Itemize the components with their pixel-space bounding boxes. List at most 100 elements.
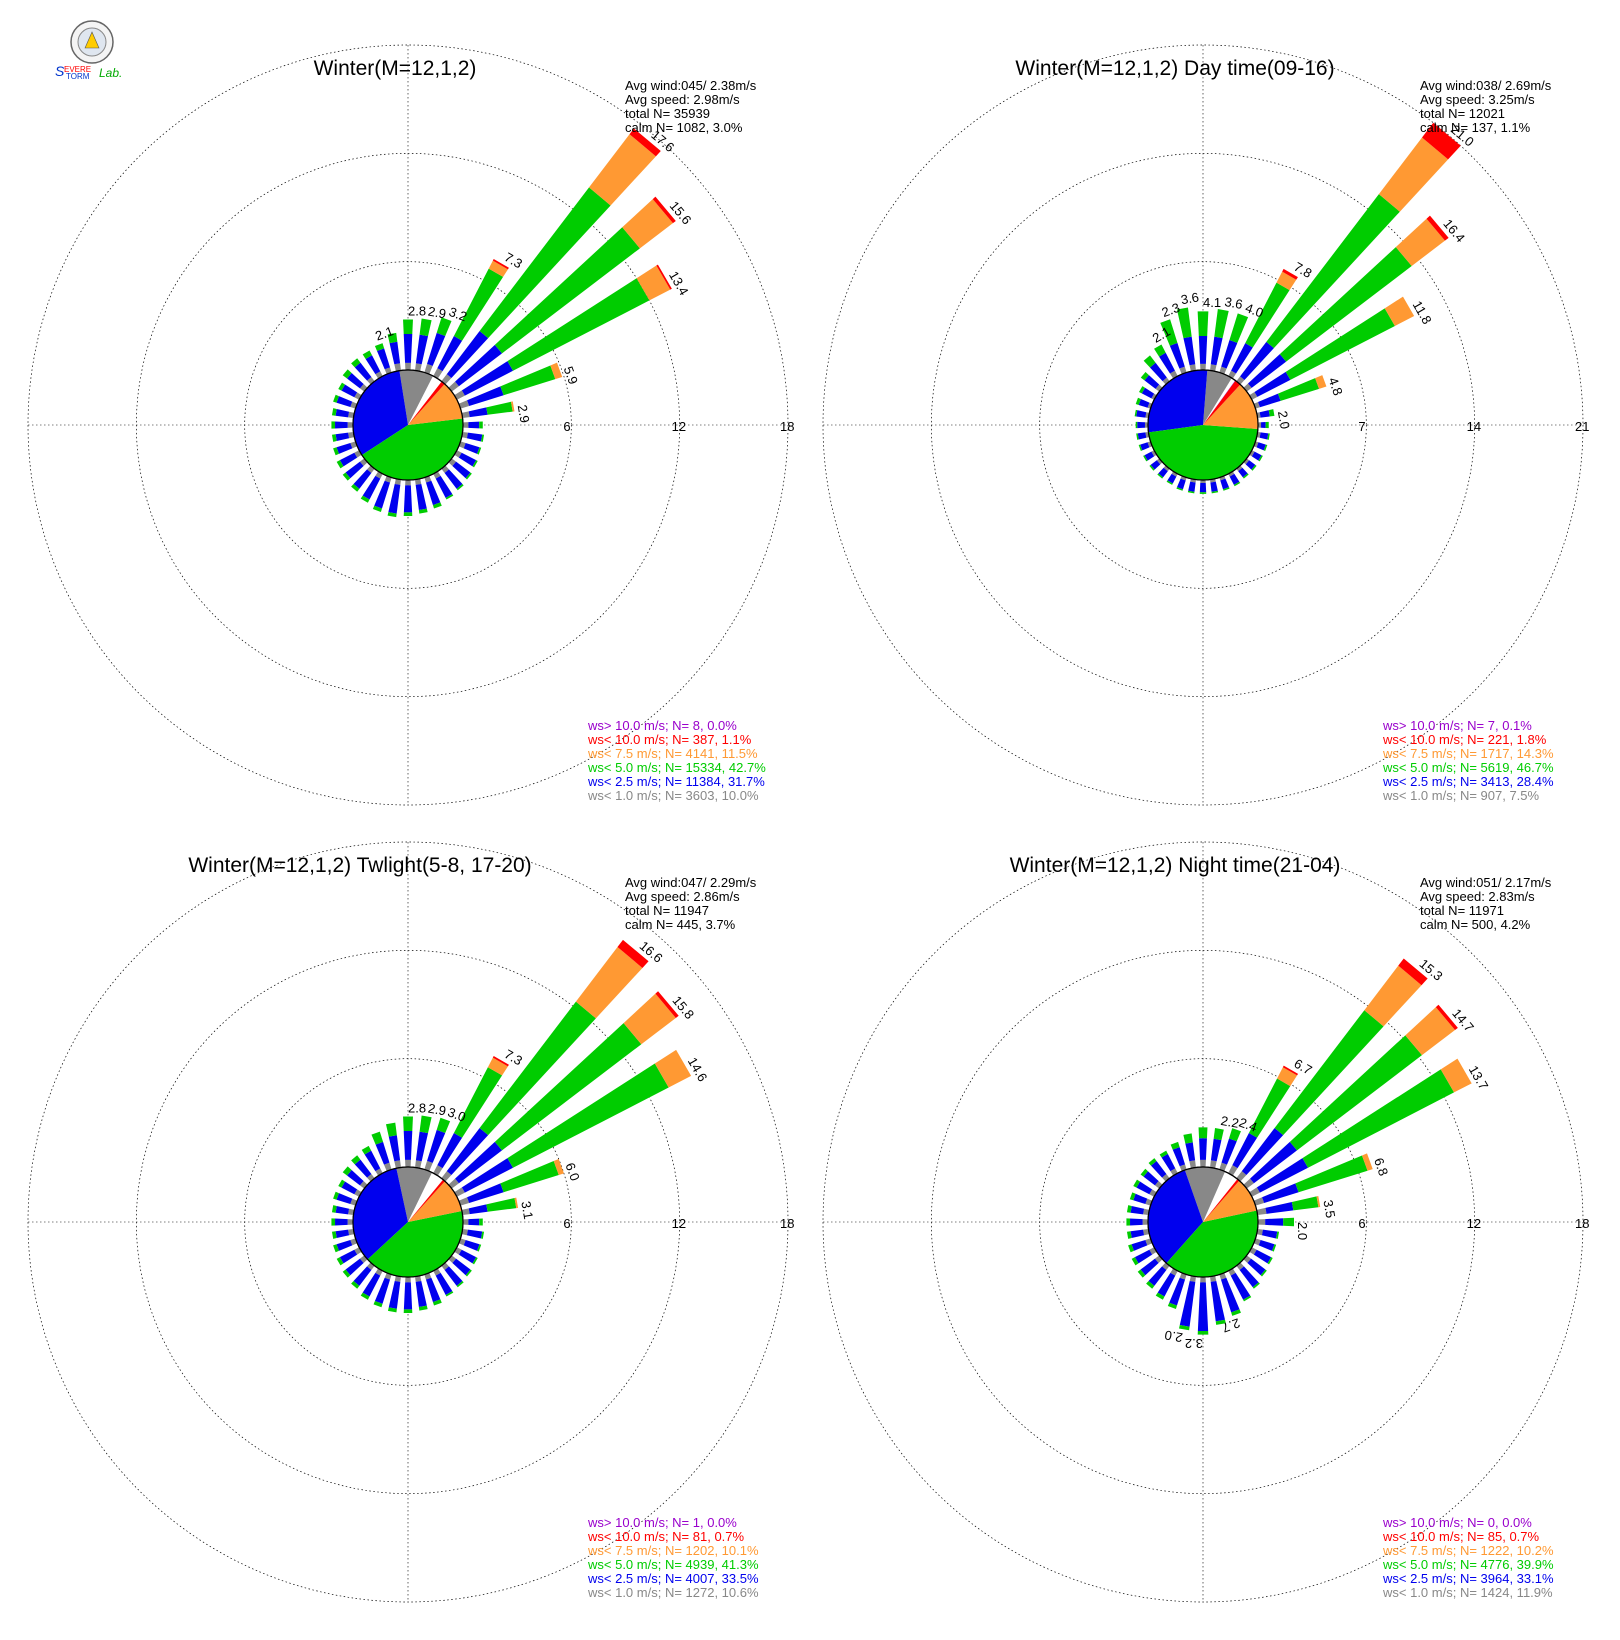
svg-text:Lab.: Lab. bbox=[99, 66, 122, 80]
bar-segment bbox=[351, 483, 360, 492]
bar-segment bbox=[394, 478, 402, 485]
bar-segment bbox=[1150, 460, 1161, 470]
bar-segment bbox=[1302, 1069, 1455, 1168]
stats-line: total N= 11947 bbox=[625, 903, 709, 918]
bar-segment bbox=[335, 1218, 348, 1226]
bar-segment bbox=[1136, 410, 1147, 418]
bar-segment bbox=[347, 1219, 354, 1225]
panel-title: Winter(M=12,1,2) Twlight(5-8, 17-20) bbox=[188, 854, 531, 877]
legend-entry: ws< 7.5 m/s; N= 1717, 14.3% bbox=[1382, 746, 1554, 761]
pie-slice bbox=[1148, 425, 1258, 480]
bar-segment bbox=[1209, 1275, 1217, 1282]
bar-segment bbox=[1126, 1205, 1132, 1213]
bar-segment bbox=[1265, 421, 1269, 429]
bar-segment bbox=[1137, 432, 1147, 440]
bar-segment bbox=[461, 411, 470, 419]
bar-segment bbox=[394, 1275, 402, 1282]
stats-line: total N= 11971 bbox=[1420, 903, 1504, 918]
bar-percent-label: 6.0 bbox=[562, 1161, 582, 1183]
bar-segment bbox=[1179, 1280, 1196, 1327]
bar-segment bbox=[371, 1131, 384, 1145]
bar-segment bbox=[1197, 1282, 1209, 1332]
bar-segment bbox=[418, 1305, 428, 1311]
legend-entry: ws< 2.5 m/s; N= 3413, 28.4% bbox=[1382, 774, 1554, 789]
windrose-panel: 6 12 182.12.8 2.9 3.27.317.615.613.45.92.9Wi… bbox=[27, 44, 794, 806]
bar-segment bbox=[1200, 479, 1206, 484]
bar-segment bbox=[342, 1166, 352, 1176]
bar-segment bbox=[472, 460, 478, 468]
bar-segment bbox=[1154, 344, 1166, 357]
bar-segment bbox=[414, 363, 422, 372]
bar-segment bbox=[1148, 1158, 1157, 1166]
bar-segment bbox=[1130, 1205, 1145, 1215]
bar-segment bbox=[1251, 464, 1257, 471]
ring-tick-label: 18 bbox=[780, 1216, 794, 1231]
bar-segment bbox=[1148, 1266, 1167, 1286]
bar-segment bbox=[362, 1272, 381, 1297]
pie-slice bbox=[1203, 380, 1241, 425]
bar-segment bbox=[494, 227, 640, 354]
bar-segment bbox=[1258, 393, 1281, 408]
stats-line: Avg wind:045/ 2.38m/s bbox=[625, 78, 757, 93]
bar-segment bbox=[1151, 393, 1157, 400]
bar-percent-label: 4.0 bbox=[1243, 300, 1265, 320]
bar-segment bbox=[414, 478, 422, 485]
bar-segment bbox=[1247, 1258, 1266, 1276]
bar-percent-label: 3.6 bbox=[1223, 294, 1243, 312]
bar-segment bbox=[455, 344, 503, 387]
bar-percent-label: 3.0 bbox=[446, 1104, 468, 1124]
bar-segment bbox=[465, 1269, 472, 1277]
bar-segment bbox=[336, 460, 344, 469]
bar-segment bbox=[1426, 215, 1449, 241]
bar-segment bbox=[351, 1280, 360, 1289]
bar-segment bbox=[1276, 271, 1297, 291]
bar-segment bbox=[1143, 355, 1156, 368]
bar-segment bbox=[467, 386, 504, 406]
bar-segment bbox=[1219, 1162, 1228, 1172]
pie-slice bbox=[408, 1179, 445, 1222]
bar-segment bbox=[1316, 1196, 1321, 1208]
bar-segment bbox=[494, 1023, 642, 1151]
pie-slice bbox=[1203, 370, 1232, 425]
bar-segment bbox=[507, 1063, 669, 1168]
bar-segment bbox=[331, 1218, 336, 1226]
bar-segment bbox=[1213, 1128, 1224, 1141]
bar-segment bbox=[1149, 464, 1155, 471]
bar-segment bbox=[403, 1309, 413, 1314]
pie-slice bbox=[353, 370, 408, 456]
bar-segment bbox=[656, 264, 672, 290]
pie-slice bbox=[399, 370, 433, 425]
bar-segment bbox=[1155, 384, 1163, 392]
bar-segment bbox=[1156, 458, 1163, 465]
bar-segment bbox=[1233, 481, 1241, 487]
bar-segment bbox=[1229, 1128, 1241, 1142]
bar-segment bbox=[1210, 1138, 1222, 1162]
bar-segment bbox=[1252, 1282, 1260, 1289]
bar-segment bbox=[507, 278, 650, 371]
bar-segment bbox=[403, 512, 413, 517]
bar-segment bbox=[1256, 1207, 1267, 1216]
bar-segment bbox=[1210, 1280, 1226, 1322]
bar-segment bbox=[1220, 1277, 1240, 1313]
bar-segment bbox=[1256, 1158, 1309, 1193]
legend-entry: ws< 10.0 m/s; N= 221, 1.8% bbox=[1382, 732, 1547, 747]
bar-segment bbox=[1167, 1302, 1177, 1309]
bar-segment bbox=[437, 1133, 463, 1169]
pie-slice bbox=[1203, 1180, 1257, 1222]
bar-segment bbox=[403, 1116, 413, 1131]
bar-percent-label: 2.4 bbox=[1237, 1115, 1259, 1135]
logo-mark-s: S bbox=[55, 63, 65, 79]
legend-entry: ws< 5.0 m/s; N= 4776, 39.9% bbox=[1382, 1557, 1554, 1572]
bar-segment bbox=[1249, 1187, 1260, 1197]
bar-percent-label: 2.3 bbox=[1160, 300, 1182, 320]
bar-segment bbox=[1266, 194, 1400, 349]
bar-segment bbox=[1435, 1004, 1458, 1031]
bar-segment bbox=[373, 1301, 383, 1308]
bar-percent-label: 2.0 bbox=[1295, 1222, 1310, 1240]
bar-segment bbox=[1268, 409, 1275, 417]
stats-line: calm N= 1082, 3.0% bbox=[625, 120, 743, 135]
bar-segment bbox=[444, 469, 463, 489]
bar-segment bbox=[1395, 218, 1445, 267]
bar-segment bbox=[388, 483, 401, 514]
pie-slice bbox=[408, 381, 445, 425]
